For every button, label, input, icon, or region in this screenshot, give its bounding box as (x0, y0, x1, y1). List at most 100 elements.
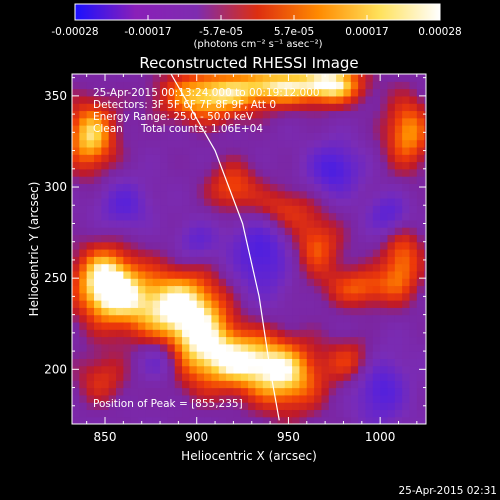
heatmap-cell (387, 154, 396, 163)
heatmap-cell (130, 263, 139, 272)
heatmap-cell (387, 365, 396, 374)
heatmap-cell (306, 146, 315, 155)
heatmap-cell (321, 190, 330, 199)
heatmap-cell (299, 307, 308, 316)
colorbar-gradient (74, 3, 441, 21)
heatmap-cell (394, 234, 403, 243)
heatmap-cell (101, 190, 110, 199)
heatmap-cell (240, 256, 249, 265)
heatmap-cell (358, 219, 367, 228)
heatmap-cell (86, 270, 95, 279)
heatmap-cell (336, 234, 345, 243)
heatmap-cell (226, 95, 235, 104)
heatmap-cell (365, 125, 374, 133)
heatmap-cell (130, 416, 139, 424)
heatmap-cell (138, 132, 146, 141)
heatmap-cell (350, 212, 359, 221)
heatmap-cell (402, 139, 411, 148)
heatmap-cell (160, 146, 168, 155)
heatmap-cell (343, 110, 352, 119)
heatmap-cell (321, 161, 330, 170)
heatmap-cell (116, 95, 124, 104)
heatmap-cell (86, 219, 95, 228)
heatmap-cell (116, 205, 124, 214)
heatmap-cell (372, 351, 381, 359)
heatmap-cell (152, 329, 161, 338)
heatmap-cell (255, 227, 264, 236)
heatmap-cell (167, 300, 176, 308)
heatmap-cell (145, 300, 154, 308)
heatmap-cell (218, 117, 227, 126)
heatmap-cell (196, 81, 205, 90)
heatmap-cell (218, 249, 227, 257)
heatmap-cell (321, 205, 330, 214)
heatmap-cell (336, 372, 345, 381)
heatmap-cell (424, 307, 426, 316)
heatmap-cell (270, 416, 279, 424)
heatmap-cell (101, 300, 110, 308)
heatmap-cell (218, 234, 227, 243)
heatmap-cell (211, 380, 220, 389)
heatmap-cell (350, 270, 359, 279)
heatmap-cell (416, 154, 425, 163)
heatmap-cell (372, 227, 381, 236)
heatmap-cell (79, 168, 88, 177)
heatmap-cell (402, 103, 411, 112)
colorbar-ticks: -0.00028 -0.00017 -5.7e-05 5.7e-05 0.00017 0.… (51, 15, 462, 38)
heatmap-cell (152, 358, 161, 367)
heatmap-cell (116, 132, 124, 141)
heatmap-cell (270, 219, 279, 228)
heatmap-cell (138, 154, 146, 163)
heatmap-cell (292, 329, 301, 338)
heatmap-cell (130, 212, 139, 221)
heatmap-cell (233, 351, 242, 359)
heatmap-cell (130, 74, 139, 82)
heatmap-cell (365, 110, 374, 119)
heatmap-cell (174, 358, 183, 367)
heatmap-cell (116, 402, 124, 411)
heatmap-cell (167, 402, 176, 411)
heatmap-cell (145, 212, 154, 221)
heatmap-cell (350, 241, 359, 250)
heatmap-cell (380, 190, 389, 199)
heatmap-cell (130, 321, 139, 330)
heatmap-cell (394, 249, 403, 257)
heatmap-cell (123, 95, 132, 104)
heatmap-cell (138, 365, 146, 374)
heatmap-cell (306, 321, 315, 330)
heatmap-cell (196, 394, 205, 403)
heatmap-cell (350, 336, 359, 345)
heatmap-cell (321, 88, 330, 97)
heatmap-cell (270, 402, 279, 411)
heatmap-cell (79, 300, 88, 308)
heatmap-cell (358, 307, 367, 316)
heatmap-cell (196, 161, 205, 170)
heatmap-cell (130, 117, 139, 126)
heatmap-cell (328, 132, 337, 141)
heatmap-cell (380, 351, 389, 359)
heatmap-cell (72, 125, 80, 133)
heatmap-cell (365, 307, 374, 316)
heatmap-cell (299, 263, 308, 272)
heatmap-cell (284, 81, 293, 90)
heatmap-cell (409, 205, 418, 214)
heatmap-cell (196, 343, 205, 352)
heatmap-cell (240, 168, 249, 177)
heatmap-cell (380, 300, 389, 308)
heatmap-cell (174, 387, 183, 396)
heatmap-cell (424, 88, 426, 97)
heatmap-cell (314, 387, 323, 396)
heatmap-cell (358, 365, 367, 374)
heatmap-cell (292, 154, 301, 163)
heatmap-cell (145, 190, 154, 199)
heatmap-cell (101, 263, 110, 272)
heatmap-cell (189, 168, 198, 177)
heatmap-cell (182, 336, 190, 345)
heatmap-cell (277, 132, 286, 141)
heatmap-cell (174, 263, 183, 272)
heatmap-cell (174, 343, 183, 352)
heatmap-cell (365, 380, 374, 389)
heatmap-cell (409, 394, 418, 403)
heatmap-cell (108, 154, 117, 163)
